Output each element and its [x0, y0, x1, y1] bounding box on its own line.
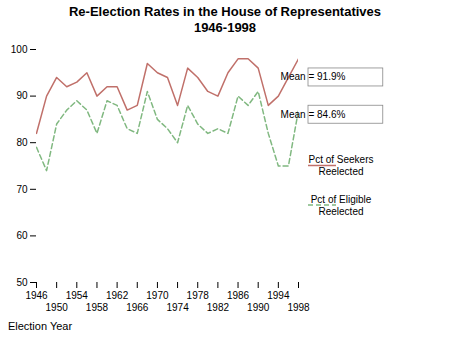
svg-text:Pct of SeekersReelected: Pct of SeekersReelected [308, 154, 373, 177]
svg-text:1954: 1954 [66, 290, 89, 301]
svg-text:1982: 1982 [207, 302, 230, 313]
svg-text:1962: 1962 [106, 290, 129, 301]
svg-text:1966: 1966 [126, 302, 149, 313]
svg-text:Mean = 91.9%: Mean = 91.9% [281, 71, 346, 82]
svg-text:60: 60 [16, 230, 28, 241]
html-text:Re-Election Rates in the House: Re-Election Rates in the House of Repres… [69, 4, 381, 35]
svg-text:1978: 1978 [187, 290, 210, 301]
svg-text:1974: 1974 [166, 302, 189, 313]
svg-text:Mean = 84.6%: Mean = 84.6% [281, 109, 346, 120]
svg-text:70: 70 [16, 184, 28, 195]
svg-text:1946: 1946 [25, 290, 48, 301]
svg-text:1970: 1970 [146, 290, 169, 301]
svg-text:50: 50 [16, 277, 28, 288]
svg-text:1998: 1998 [287, 302, 310, 313]
svg-text:1950: 1950 [46, 302, 69, 313]
svg-text:1986: 1986 [227, 290, 250, 301]
svg-text:1994: 1994 [267, 290, 290, 301]
svg-text:100: 100 [11, 44, 28, 55]
svg-text:Election Year: Election Year [8, 320, 73, 332]
svg-text:80: 80 [16, 137, 28, 148]
svg-text:Pct of EligibleReelected: Pct of EligibleReelected [311, 194, 372, 217]
svg-text:1990: 1990 [247, 302, 270, 313]
svg-text:1958: 1958 [86, 302, 109, 313]
svg-text:90: 90 [16, 90, 28, 101]
